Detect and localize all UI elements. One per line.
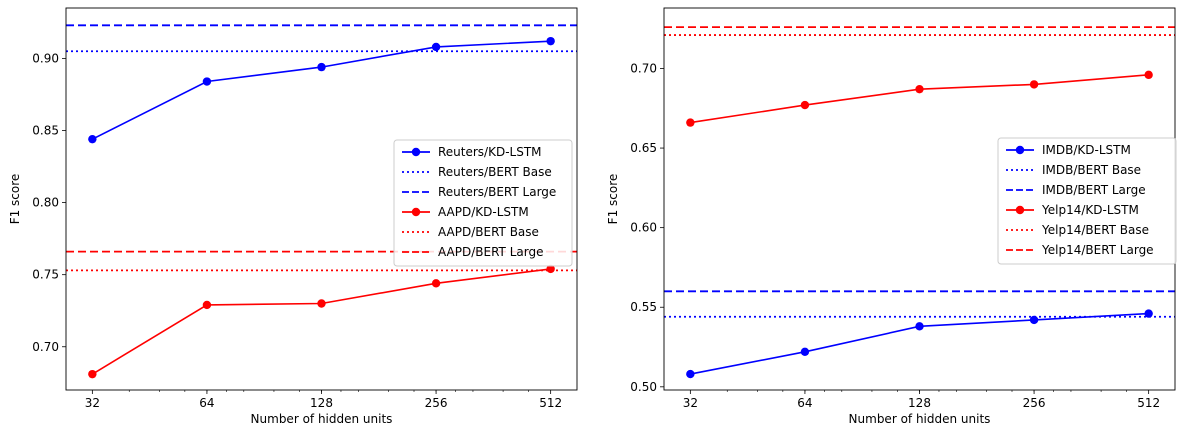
series-aapd-kd-lstm: [88, 264, 555, 379]
y-tick-label: 0.80: [32, 196, 59, 210]
x-tick-label: 256: [425, 396, 448, 410]
legend-label: Yelp14/BERT Base: [1041, 223, 1149, 237]
legend-item: Yelp14/BERT Base: [1006, 223, 1149, 237]
data-point: [546, 36, 555, 46]
y-axis-label: F1 score: [606, 174, 620, 225]
x-tick-label: 256: [1023, 396, 1046, 410]
legend: Reuters/KD-LSTM Reuters/BERT Base Reuters/…: [393, 139, 573, 267]
x-tick-label: 128: [908, 396, 931, 410]
y-tick-label: 0.70: [32, 340, 59, 354]
legend-item: AAPD/BERT Base: [402, 225, 539, 239]
legend-label: Reuters/KD-LSTM: [438, 145, 542, 159]
legend-box: [393, 139, 573, 267]
data-point: [915, 84, 924, 94]
legend-item: AAPD/BERT Large: [402, 245, 543, 259]
x-tick-label: 128: [310, 396, 333, 410]
y-tick-label: 0.50: [630, 380, 657, 394]
y-tick-label: 0.75: [32, 268, 59, 282]
legend-marker: [1015, 205, 1025, 215]
data-point: [800, 347, 810, 356]
legend-item: IMDB/BERT Base: [1006, 163, 1141, 177]
x-tick-label: 512: [539, 396, 562, 410]
data-point: [317, 299, 326, 308]
legend-label: Reuters/BERT Large: [438, 185, 556, 199]
legend-item: Reuters/KD-LSTM: [402, 145, 542, 159]
y-tick-label: 0.65: [630, 141, 657, 155]
data-point: [1144, 70, 1153, 80]
series-line: [690, 74, 1149, 124]
data-point: [1029, 315, 1039, 325]
x-tick-label: 64: [797, 396, 812, 410]
legend-label: Yelp14/KD-LSTM: [1041, 203, 1139, 217]
data-point: [202, 300, 212, 310]
legend-label: IMDB/BERT Large: [1042, 183, 1146, 197]
legend-item: Yelp14/BERT Large: [1006, 243, 1154, 257]
legend-box: [997, 137, 1177, 265]
legend-label: AAPD/KD-LSTM: [438, 205, 529, 219]
data-point: [915, 322, 924, 331]
legend-item: Reuters/BERT Large: [402, 185, 556, 199]
series-reuters-kd-lstm: [88, 36, 555, 144]
data-point: [202, 77, 212, 86]
data-point: [1029, 80, 1039, 89]
legend-marker: [411, 207, 421, 217]
chart-panel-2: 32 64 128 256 512 0.50 0.55 0.60 0.65 0.70 Number …: [606, 7, 1177, 426]
x-tick-label: 64: [199, 396, 214, 410]
legend-item: IMDB/BERT Large: [1006, 183, 1146, 197]
data-point: [431, 279, 441, 288]
legend-item: Reuters/BERT Base: [402, 165, 552, 179]
legend-item: AAPD/KD-LSTM: [402, 205, 529, 219]
series-yelp14-kd-lstm: [686, 70, 1153, 127]
data-point: [317, 62, 326, 72]
data-point: [800, 100, 810, 110]
data-point: [88, 134, 97, 144]
x-tick-label: 32: [85, 396, 100, 410]
series-imdb-kd-lstm: [686, 309, 1153, 379]
legend-label: AAPD/BERT Large: [438, 245, 543, 259]
y-tick-label: 0.60: [630, 221, 657, 235]
x-tick-label: 32: [683, 396, 698, 410]
y-tick-label: 0.85: [32, 124, 59, 138]
chart-panel-1: 32 64 128 256 512 0.70 0.75 0.80 0.85 0.90 Number …: [8, 7, 578, 426]
legend-label: Reuters/BERT Base: [438, 165, 552, 179]
y-tick-label: 0.55: [630, 300, 657, 314]
y-tick-label: 0.90: [32, 51, 59, 65]
legend-marker: [1015, 145, 1025, 155]
data-point: [431, 42, 441, 52]
data-point: [686, 369, 695, 379]
x-axis-label: Number of hidden units: [251, 412, 393, 426]
data-point: [1144, 309, 1153, 318]
y-axis-label: F1 score: [8, 174, 22, 225]
legend-label: AAPD/BERT Base: [438, 225, 539, 239]
data-point: [88, 369, 97, 379]
legend-marker: [411, 147, 421, 157]
legend-item: Yelp14/KD-LSTM: [1006, 203, 1139, 217]
legend-label: IMDB/KD-LSTM: [1042, 143, 1131, 157]
legend: IMDB/KD-LSTM IMDB/BERT Base IMDB/BERT Larg…: [997, 137, 1177, 265]
series-line: [91, 40, 551, 140]
series-line: [91, 268, 551, 375]
y-tick-label: 0.70: [630, 61, 657, 75]
data-point: [686, 118, 695, 127]
legend-label: Yelp14/BERT Large: [1041, 243, 1154, 257]
legend-item: IMDB/KD-LSTM: [1006, 143, 1131, 157]
x-tick-label: 512: [1137, 396, 1160, 410]
x-axis-label: Number of hidden units: [849, 412, 991, 426]
legend-label: IMDB/BERT Base: [1042, 163, 1141, 177]
plot-frame: [65, 7, 578, 391]
